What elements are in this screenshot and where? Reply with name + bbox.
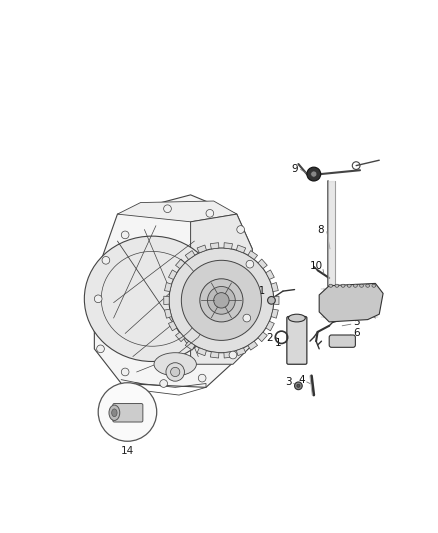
Polygon shape: [210, 243, 219, 249]
Ellipse shape: [335, 284, 339, 287]
Polygon shape: [185, 341, 195, 350]
Polygon shape: [165, 282, 172, 292]
Ellipse shape: [341, 284, 345, 287]
Text: 14: 14: [121, 446, 134, 456]
Text: 1: 1: [275, 338, 282, 348]
Circle shape: [297, 384, 300, 387]
Ellipse shape: [288, 314, 305, 322]
Ellipse shape: [360, 284, 364, 287]
Polygon shape: [237, 245, 246, 253]
Text: 6: 6: [353, 328, 360, 338]
Text: 2: 2: [267, 333, 273, 343]
Polygon shape: [210, 352, 219, 358]
Circle shape: [243, 314, 251, 322]
Polygon shape: [258, 259, 267, 269]
FancyBboxPatch shape: [287, 317, 307, 364]
Circle shape: [311, 171, 317, 177]
Circle shape: [160, 379, 167, 387]
Polygon shape: [197, 348, 206, 356]
Polygon shape: [169, 270, 177, 279]
Ellipse shape: [329, 284, 332, 287]
Circle shape: [169, 248, 274, 353]
Text: 13: 13: [346, 300, 360, 310]
Circle shape: [166, 363, 184, 381]
Text: 11: 11: [253, 286, 266, 296]
Circle shape: [164, 205, 171, 213]
Polygon shape: [266, 270, 274, 279]
Polygon shape: [224, 352, 233, 358]
Text: 9: 9: [291, 165, 298, 174]
Circle shape: [94, 295, 102, 303]
Text: 4: 4: [298, 375, 305, 385]
Polygon shape: [117, 201, 237, 222]
Polygon shape: [274, 296, 279, 304]
Circle shape: [170, 367, 180, 377]
Polygon shape: [94, 195, 252, 387]
Text: 5: 5: [353, 317, 360, 327]
FancyBboxPatch shape: [329, 335, 355, 348]
Text: 7: 7: [240, 284, 247, 294]
Polygon shape: [176, 259, 185, 269]
Polygon shape: [237, 348, 246, 356]
Circle shape: [294, 382, 302, 390]
Polygon shape: [185, 251, 195, 260]
Polygon shape: [248, 341, 258, 350]
Text: 3: 3: [285, 377, 292, 387]
Polygon shape: [176, 332, 185, 342]
Polygon shape: [258, 332, 267, 342]
Circle shape: [268, 296, 276, 304]
Ellipse shape: [347, 284, 351, 287]
Ellipse shape: [109, 405, 120, 421]
Circle shape: [98, 383, 157, 441]
Circle shape: [307, 167, 321, 181]
Polygon shape: [169, 321, 177, 331]
Circle shape: [214, 293, 229, 308]
Text: 10: 10: [310, 262, 323, 271]
Ellipse shape: [154, 353, 196, 376]
Circle shape: [102, 256, 110, 264]
Circle shape: [246, 260, 254, 268]
Text: 8: 8: [318, 224, 324, 235]
Polygon shape: [165, 309, 172, 318]
Ellipse shape: [372, 284, 376, 287]
Circle shape: [121, 368, 129, 376]
Polygon shape: [197, 245, 206, 253]
Polygon shape: [266, 321, 274, 331]
Polygon shape: [271, 282, 278, 292]
Circle shape: [200, 279, 243, 322]
Ellipse shape: [366, 284, 370, 287]
Circle shape: [198, 374, 206, 382]
Ellipse shape: [112, 409, 117, 417]
Circle shape: [237, 225, 244, 233]
Polygon shape: [271, 309, 278, 318]
Ellipse shape: [353, 284, 357, 287]
Polygon shape: [164, 296, 169, 304]
Circle shape: [208, 287, 235, 314]
Text: 12: 12: [346, 288, 360, 298]
Circle shape: [206, 209, 214, 217]
Circle shape: [97, 345, 104, 353]
Polygon shape: [319, 284, 383, 322]
Ellipse shape: [85, 236, 220, 361]
Polygon shape: [224, 243, 233, 249]
FancyBboxPatch shape: [113, 403, 143, 422]
Polygon shape: [248, 251, 258, 260]
Polygon shape: [191, 214, 252, 364]
Circle shape: [181, 260, 261, 341]
Circle shape: [229, 351, 237, 359]
Circle shape: [121, 231, 129, 239]
